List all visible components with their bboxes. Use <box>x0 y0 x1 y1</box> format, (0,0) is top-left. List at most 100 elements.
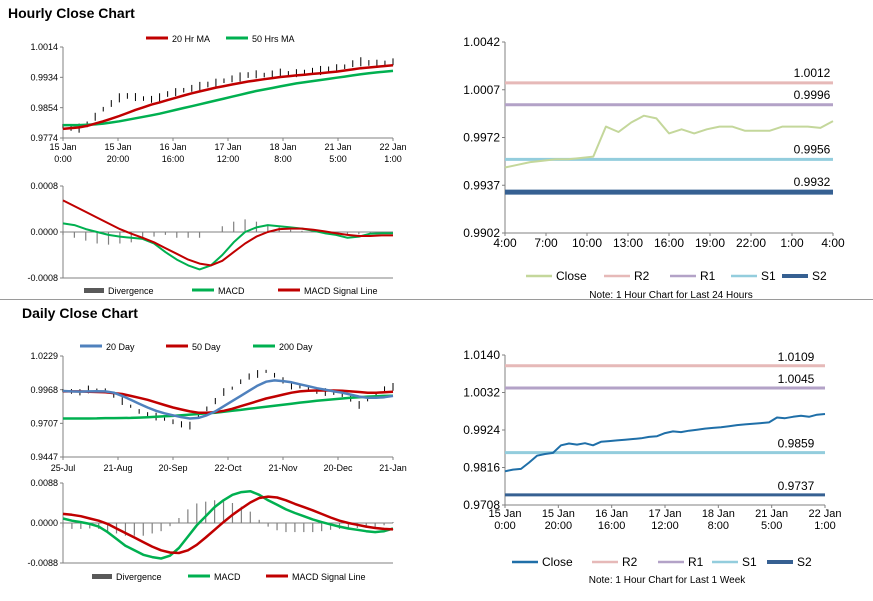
hourly-20hr-ma-line <box>62 63 394 131</box>
daily-levels-x-tick-label: 15 Jan <box>542 508 575 520</box>
daily-macd-y-tick-label: -0.0088 <box>27 558 58 568</box>
hourly-levels-legend-s1-label: S1 <box>761 269 776 283</box>
hourly-levels-y-tick-label: 1.0007 <box>463 83 500 97</box>
hourly-price-x-tick-label: 5:00 <box>329 154 347 164</box>
daily-legend-20day-label: 20 Day <box>106 342 135 352</box>
daily-levels-x-tick-label: 1:00 <box>814 520 835 532</box>
hourly-legend-signal-label: MACD Signal Line <box>304 286 378 296</box>
hourly-levels-y-tick-label: 0.9902 <box>463 226 500 240</box>
daily-levels-x-tick-label: 0:00 <box>494 520 515 532</box>
hourly-levels-y-tick-label: 1.0042 <box>463 35 500 49</box>
hourly-levels-s1-label: 0.9956 <box>794 142 831 156</box>
hourly-levels-r1-label: 0.9996 <box>794 88 831 102</box>
daily-levels-s2-label: 0.9737 <box>778 479 815 493</box>
hourly-levels-x-tick-label: 7:00 <box>534 236 558 250</box>
daily-levels-x-tick-label: 12:00 <box>651 520 679 532</box>
hourly-price-x-tick-label: 12:00 <box>217 154 240 164</box>
daily-levels-r2-label: 1.0109 <box>778 350 815 364</box>
hourly-levels-legend-close-label: Close <box>556 269 587 283</box>
daily-legend-divergence-swatch <box>92 574 112 579</box>
daily-levels-x-tick-label: 8:00 <box>708 520 729 532</box>
daily-levels-x-tick-label: 17 Jan <box>648 508 681 520</box>
daily-200day-line <box>63 394 394 420</box>
hourly-levels-s2-label: 0.9932 <box>794 175 831 189</box>
daily-levels-close-line <box>504 413 826 473</box>
daily-legend-200day-label: 200 Day <box>279 342 313 352</box>
hourly-levels-x-tick-label: 4:00 <box>821 236 845 250</box>
daily-levels-y-tick-label: 0.9708 <box>463 498 500 512</box>
hourly-macd-signal-line <box>62 199 393 267</box>
daily-levels-y-tick-label: 1.0140 <box>463 348 500 362</box>
daily-price-x-tick-label: 21-Nov <box>268 463 298 473</box>
hourly-price-y-tick-label: 0.9774 <box>30 133 58 143</box>
daily-macd-y-tick-label: 0.0000 <box>30 518 58 528</box>
daily-levels-r1-label: 1.0045 <box>778 372 815 386</box>
daily-levels-x-tick-label: 15 Jan <box>488 508 521 520</box>
hourly-legend-macd-label: MACD <box>218 286 245 296</box>
daily-price-x-tick-label: 22-Oct <box>214 463 242 473</box>
daily-price-x-tick-label: 25-Jul <box>51 463 76 473</box>
hourly-legend-50hrs-label: 50 Hrs MA <box>252 34 295 44</box>
daily-legend-divergence-label: Divergence <box>116 572 162 582</box>
daily-levels-y-tick-label: 1.0032 <box>463 386 500 400</box>
hourly-price-x-tick-label: 17 Jan <box>214 142 241 152</box>
daily-macd-y-tick-label: 0.0088 <box>30 478 58 488</box>
hourly-price-x-tick-label: 20:00 <box>107 154 130 164</box>
hourly-levels-x-tick-label: 22:00 <box>736 236 766 250</box>
hourly-levels-x-tick-label: 19:00 <box>695 236 725 250</box>
daily-levels-s1-label: 0.9859 <box>778 437 815 451</box>
hourly-levels-note: Note: 1 Hour Chart for Last 24 Hours <box>589 290 752 301</box>
hourly-price-x-tick-label: 1:00 <box>384 154 402 164</box>
daily-levels-legend-s1-label: S1 <box>742 555 757 569</box>
hourly-levels-x-tick-label: 4:00 <box>493 236 517 250</box>
hourly-price-x-tick-label: 15 Jan <box>49 142 76 152</box>
hourly-50hr-ma-line <box>63 69 394 127</box>
daily-levels-x-tick-label: 22 Jan <box>808 508 841 520</box>
hourly-price-x-tick-label: 16:00 <box>162 154 185 164</box>
daily-legend-signal-label: MACD Signal Line <box>292 572 366 582</box>
hourly-legend-divergence-swatch <box>84 288 104 293</box>
hourly-section-title: Hourly Close Chart <box>8 5 135 21</box>
daily-price-x-tick-label: 20-Dec <box>323 463 353 473</box>
hourly-levels-y-tick-label: 0.9937 <box>463 178 500 192</box>
daily-macd-line <box>62 489 394 560</box>
daily-levels-legend-close-label: Close <box>542 555 573 569</box>
daily-levels-x-tick-label: 20:00 <box>545 520 573 532</box>
hourly-price-x-tick-label: 15 Jan <box>104 142 131 152</box>
hourly-price-x-tick-label: 21 Jan <box>324 142 351 152</box>
daily-legend-macd-label: MACD <box>214 572 241 582</box>
daily-price-y-tick-label: 0.9447 <box>30 452 58 462</box>
hourly-levels-x-tick-label: 1:00 <box>780 236 804 250</box>
hourly-levels-x-tick-label: 10:00 <box>572 236 602 250</box>
daily-levels-legend-r1-label: R1 <box>688 555 704 569</box>
daily-price-y-tick-label: 0.9968 <box>30 385 58 395</box>
daily-levels-x-tick-label: 5:00 <box>761 520 782 532</box>
hourly-price-x-tick-label: 8:00 <box>274 154 292 164</box>
hourly-price-y-tick-label: 0.9854 <box>30 103 58 113</box>
daily-levels-x-tick-label: 16 Jan <box>595 508 628 520</box>
hourly-levels-legend-s2-label: S2 <box>812 269 827 283</box>
hourly-price-x-tick-label: 18 Jan <box>269 142 296 152</box>
daily-levels-y-tick-label: 0.9924 <box>463 423 500 437</box>
daily-price-x-tick-label: 21-Aug <box>103 463 132 473</box>
daily-section-title: Daily Close Chart <box>22 305 138 321</box>
hourly-legend-20hr-label: 20 Hr MA <box>172 34 210 44</box>
hourly-price-x-tick-label: 16 Jan <box>159 142 186 152</box>
daily-levels-legend-s2-label: S2 <box>797 555 812 569</box>
daily-macd-signal-line <box>62 495 394 555</box>
daily-levels-note: Note: 1 Hour Chart for Last 1 Week <box>589 575 747 586</box>
hourly-macd-y-tick-label: 0.0000 <box>30 227 58 237</box>
hourly-macd-y-tick-label: 0.0008 <box>30 181 58 191</box>
hourly-price-x-tick-label: 0:00 <box>54 154 72 164</box>
hourly-levels-y-tick-label: 0.9972 <box>463 131 500 145</box>
hourly-legend-divergence-label: Divergence <box>108 286 154 296</box>
daily-price-y-tick-label: 1.0229 <box>30 351 58 361</box>
daily-levels-x-tick-label: 18 Jan <box>702 508 735 520</box>
daily-20day-line <box>62 379 394 420</box>
hourly-macd-line <box>62 222 393 271</box>
hourly-levels-legend-r1-label: R1 <box>700 269 716 283</box>
daily-legend-50day-label: 50 Day <box>192 342 221 352</box>
daily-price-x-tick-label: 20-Sep <box>158 463 187 473</box>
hourly-macd-y-tick-label: -0.0008 <box>27 273 58 283</box>
